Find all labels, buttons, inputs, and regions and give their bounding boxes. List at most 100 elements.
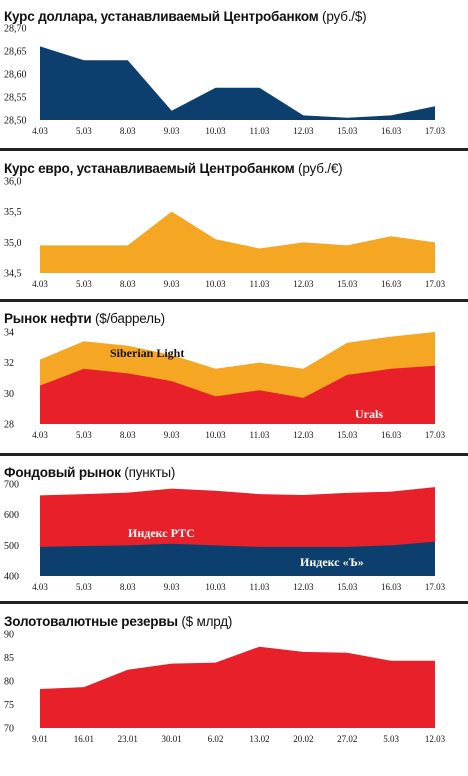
x-tick-label: 10.03 [205, 126, 226, 136]
x-tick-label: 23.01 [118, 734, 138, 744]
series-area-main [40, 46, 435, 120]
y-tick-label: 28,70 [4, 24, 27, 35]
x-tick-label: 9.03 [164, 582, 180, 592]
chart-title: Рынок нефти ($/баррель) [4, 311, 165, 326]
x-tick-label: 4.03 [32, 582, 48, 592]
x-tick-label: 4.03 [32, 279, 48, 289]
series-label: Urals [355, 407, 383, 421]
y-tick-label: 35,0 [4, 238, 22, 249]
x-tick-label: 17.03 [425, 126, 446, 136]
x-tick-label: 20.02 [293, 734, 313, 744]
x-tick-label: 5.03 [76, 279, 92, 289]
chart-title-main: Золотовалютные резервы [4, 614, 178, 629]
usd-rate-chart: 28,50 28,55 28,60 28,65 28,70 4.03 5.03 8.03 9.0… [4, 24, 446, 137]
chart-title: Курс евро, устанавливаемый Центробанком … [4, 161, 343, 176]
x-tick-label: 10.03 [205, 582, 226, 592]
y-tick-label: 30 [4, 389, 14, 400]
x-tick-label: 12.03 [293, 430, 314, 440]
y-tick-label: 85 [4, 653, 14, 664]
x-tick-label: 12.03 [293, 279, 314, 289]
x-tick-label: 9.01 [32, 734, 48, 744]
y-tick-label: 28,60 [4, 70, 27, 81]
chart-title-unit: ($/баррель) [91, 311, 165, 326]
x-tick-label: 9.03 [164, 279, 180, 289]
x-tick-label: 16.03 [381, 279, 402, 289]
x-tick-label: 9.03 [164, 430, 180, 440]
x-tick-label: 9.03 [164, 126, 180, 136]
x-tick-label: 11.03 [249, 430, 269, 440]
x-tick-label: 17.03 [425, 279, 446, 289]
x-tick-label: 8.03 [120, 279, 136, 289]
x-tick-label: 15.03 [337, 430, 358, 440]
y-tick-label: 28,55 [4, 93, 27, 104]
x-tick-label: 16.03 [381, 430, 402, 440]
x-tick-label: 8.03 [120, 430, 136, 440]
x-tick-label: 11.03 [249, 582, 269, 592]
x-tick-label: 4.03 [32, 430, 48, 440]
y-tick-label: 600 [4, 510, 19, 521]
series-label: Индекс РТС [128, 526, 195, 540]
x-tick-label: 11.03 [249, 279, 269, 289]
x-tick-label: 5.03 [76, 430, 92, 440]
x-tick-label: 15.03 [337, 582, 358, 592]
series-area-индекс-ъ- [40, 541, 435, 576]
divider [0, 299, 468, 302]
x-tick-label: 15.03 [337, 279, 358, 289]
x-tick-label: 5.03 [383, 734, 399, 744]
x-tick-label: 11.03 [249, 126, 269, 136]
x-tick-label: 16.01 [74, 734, 94, 744]
stock-market-chart: 400 500 600 700 4.03 5.03 8.03 9.03 10.03 11.03 12… [4, 480, 446, 593]
y-tick-label: 28,65 [4, 47, 27, 58]
chart-title: Курс доллара, устанавливаемый Центробанк… [4, 9, 367, 24]
x-tick-label: 5.03 [76, 582, 92, 592]
y-tick-label: 28 [4, 420, 14, 431]
x-tick-label: 6.02 [208, 734, 224, 744]
y-tick-label: 34 [4, 328, 14, 339]
y-tick-label: 700 [4, 480, 19, 491]
y-tick-label: 500 [4, 541, 19, 552]
chart-title-main: Курс доллара, устанавливаемый Центробанк… [4, 9, 319, 24]
x-tick-label: 30.01 [162, 734, 182, 744]
x-tick-label: 12.03 [293, 126, 314, 136]
x-tick-label: 27.02 [337, 734, 357, 744]
chart-title-main: Рынок нефти [4, 311, 92, 326]
y-tick-label: 36,0 [4, 177, 22, 188]
x-tick-label: 10.03 [205, 279, 226, 289]
chart-title-unit: (пункты) [120, 465, 176, 480]
x-tick-label: 15.03 [337, 126, 358, 136]
series-label: Индекс «Ъ» [300, 555, 364, 569]
x-tick-label: 10.03 [205, 430, 226, 440]
x-tick-label: 8.03 [120, 126, 136, 136]
series-area-main [40, 646, 435, 728]
y-tick-label: 70 [4, 724, 14, 735]
divider [0, 601, 468, 604]
chart-title: Золотовалютные резервы ($ млрд) [4, 614, 232, 629]
y-tick-label: 34,5 [4, 269, 22, 280]
y-tick-label: 80 [4, 677, 14, 688]
reserves-chart: 70 75 80 85 90 9.01 16.01 23.01 30.01 6.02 13.02 20… [4, 630, 446, 745]
x-tick-label: 12.03 [425, 734, 446, 744]
x-tick-label: 4.03 [32, 126, 48, 136]
x-tick-label: 12.03 [293, 582, 314, 592]
x-tick-label: 16.03 [381, 126, 402, 136]
y-tick-label: 90 [4, 630, 14, 641]
series-area-main [40, 211, 435, 273]
series-area-urals [40, 365, 435, 424]
y-tick-label: 28,50 [4, 116, 27, 127]
y-tick-label: 32 [4, 358, 14, 369]
y-tick-label: 75 [4, 700, 14, 711]
x-tick-label: 13.02 [249, 734, 269, 744]
y-tick-label: 400 [4, 572, 19, 583]
chart-title-unit: (руб./$) [318, 9, 367, 24]
chart-title-main: Фондовый рынок [4, 465, 121, 480]
x-tick-label: 17.03 [425, 582, 446, 592]
x-tick-label: 8.03 [120, 582, 136, 592]
chart-title-main: Курс евро, устанавливаемый Центробанком [4, 161, 295, 176]
series-label: Siberian Light [110, 346, 184, 360]
eur-rate-chart: 34,5 35,0 35,5 36,0 4.03 5.03 8.03 9.03 10.03 11.… [4, 177, 446, 290]
chart-title-unit: (руб./€) [294, 161, 343, 176]
x-tick-label: 5.03 [76, 126, 92, 136]
y-tick-label: 35,5 [4, 207, 22, 218]
oil-market-chart: 28 30 32 34 4.03 5.03 8.03 9.03 10.03 11.03 12.03 1… [4, 328, 446, 441]
divider [0, 148, 468, 151]
